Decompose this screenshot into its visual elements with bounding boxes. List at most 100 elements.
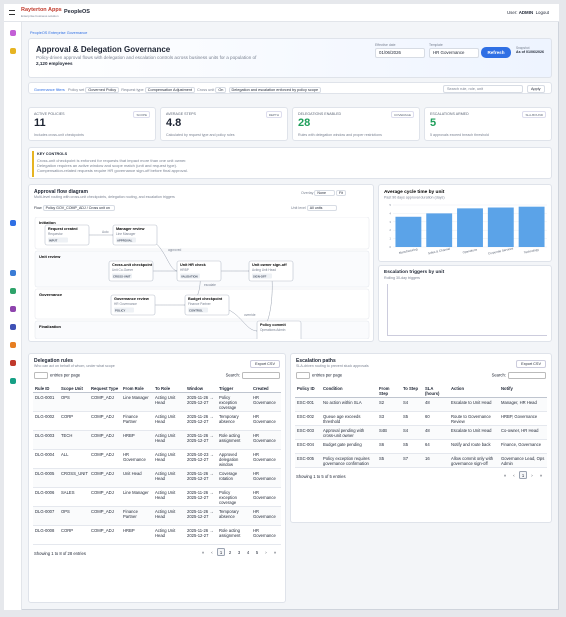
page-button[interactable]: 3 bbox=[237, 550, 241, 555]
row: DLG-0003 TECH COMP_ADJ HRBP Acting Unit Head… bbox=[33, 430, 281, 450]
export-button[interactable]: Export CSV bbox=[516, 360, 546, 368]
column-header[interactable]: Window bbox=[185, 384, 217, 393]
nav-icon[interactable] bbox=[10, 220, 16, 226]
column-header[interactable]: Request Type bbox=[89, 384, 121, 393]
template-select[interactable]: HR Governance bbox=[429, 48, 479, 58]
page-button[interactable]: 5 bbox=[255, 550, 259, 555]
chart-subtitle: Past 90 days approval duration (days) bbox=[384, 196, 445, 200]
kpi-card: AVERAGE STEPS DEPTH 4.8 Calculated by reque… bbox=[160, 107, 288, 141]
page-button[interactable]: 2 bbox=[228, 550, 232, 555]
node-tag-bg bbox=[112, 273, 132, 279]
column-header[interactable]: Action bbox=[449, 384, 499, 398]
thead: Policy ID Condition From Step To Step SLA (h… bbox=[295, 384, 547, 398]
cell: S5 bbox=[377, 453, 401, 468]
page-button[interactable]: 1 bbox=[217, 548, 225, 556]
page-button[interactable]: « bbox=[201, 550, 205, 555]
page-button[interactable]: » bbox=[273, 550, 277, 555]
cell: COMP_ADJ bbox=[89, 506, 121, 526]
page-button[interactable]: › bbox=[265, 550, 267, 555]
column-header[interactable]: Condition bbox=[321, 384, 377, 398]
nav-icon[interactable] bbox=[10, 48, 16, 54]
cell: S4B bbox=[377, 425, 401, 440]
nav-icon[interactable] bbox=[10, 378, 16, 384]
page-button[interactable]: » bbox=[539, 473, 543, 478]
kpi-tag: SLA-BOUND bbox=[522, 111, 546, 118]
policy-select[interactable]: Governed Policy bbox=[85, 86, 120, 93]
page-button[interactable]: 1 bbox=[519, 471, 527, 479]
node-tag: SIGN-OFF bbox=[253, 274, 267, 278]
search-input[interactable] bbox=[242, 372, 280, 379]
row: ESC-002 Queue age exceeds threshold S3 S5 60… bbox=[295, 411, 547, 426]
page-button[interactable]: 4 bbox=[246, 550, 250, 555]
nav-icon[interactable] bbox=[10, 306, 16, 312]
trigger-subtitle: Rolling 30-day triggers bbox=[384, 276, 420, 280]
cell: SALES bbox=[59, 487, 89, 507]
nav-icon[interactable] bbox=[10, 324, 16, 330]
apply-button[interactable]: Apply bbox=[527, 84, 545, 93]
tbody: DLG-0001 OPS COMP_ADJ Line Manager Acting Un… bbox=[33, 392, 281, 545]
cell: Co-owner, HR Head bbox=[499, 425, 547, 440]
cell: S5 bbox=[401, 411, 423, 426]
effective-input[interactable]: 01/06/2026 bbox=[375, 48, 425, 58]
logout[interactable]: Logout bbox=[535, 10, 549, 15]
kpi-tag: SCOPE bbox=[133, 111, 150, 118]
node-role: Acting Unit Head bbox=[252, 268, 276, 272]
node-tag-bg bbox=[48, 237, 68, 243]
filter-bar: Governance filters Policy set Governed P… bbox=[28, 82, 552, 94]
column-header[interactable]: From Step bbox=[377, 384, 401, 398]
bar bbox=[487, 207, 514, 247]
node-role: HRBP bbox=[180, 268, 189, 272]
cross-select[interactable]: On bbox=[215, 86, 227, 93]
cell: Unit Head bbox=[121, 468, 153, 488]
length-select[interactable] bbox=[34, 372, 48, 379]
refresh-button[interactable]: Refresh bbox=[481, 47, 511, 58]
page-button[interactable]: › bbox=[531, 473, 533, 478]
node-tag-bg bbox=[180, 273, 200, 279]
search-input[interactable] bbox=[508, 372, 546, 379]
flow-node bbox=[256, 320, 302, 339]
column-header[interactable]: Scope Unit bbox=[59, 384, 89, 393]
column-header[interactable]: Notify bbox=[499, 384, 547, 398]
cell: Temporary absence bbox=[217, 506, 251, 526]
node-tag: INPUT bbox=[49, 238, 58, 242]
column-header[interactable]: Created bbox=[251, 384, 281, 393]
export-button[interactable]: Export CSV bbox=[250, 360, 280, 368]
cell: Allow commit only with governance sign-o… bbox=[449, 453, 499, 468]
request-select[interactable]: Compensation Adjustment bbox=[144, 86, 196, 93]
delegation-card: Delegation rules Who can act on behalf of… bbox=[28, 353, 286, 603]
length-select[interactable] bbox=[296, 372, 310, 379]
column-header[interactable]: SLA (hours) bbox=[423, 384, 449, 398]
overlay-label: Overlay bbox=[301, 191, 314, 195]
flow-select[interactable]: Policy GOV_COMP_ADJ / Cross unit on bbox=[42, 205, 115, 211]
menu-icon[interactable] bbox=[9, 10, 15, 15]
cell: Acting Unit Head bbox=[153, 411, 185, 431]
overlay-select[interactable]: None bbox=[314, 190, 335, 196]
column-header[interactable]: From Role bbox=[121, 384, 153, 393]
column-header[interactable]: To Step bbox=[401, 384, 423, 398]
cell: 2025-11-26 → 2025-12-27 bbox=[185, 392, 217, 412]
page-button[interactable]: « bbox=[503, 473, 507, 478]
unit-select[interactable]: All units bbox=[306, 205, 338, 211]
column-header[interactable]: Trigger bbox=[217, 384, 251, 393]
column-header[interactable]: Rule ID bbox=[33, 384, 59, 393]
data-table: Policy ID Condition From Step To Step SLA (h… bbox=[295, 384, 547, 468]
nav-icon[interactable] bbox=[10, 360, 16, 366]
fit-button[interactable]: Fit bbox=[335, 190, 346, 196]
search-control: Search: bbox=[226, 372, 280, 379]
column-header[interactable]: To Role bbox=[153, 384, 185, 393]
cell: COMP_ADJ bbox=[89, 525, 121, 545]
nav-icon[interactable] bbox=[10, 30, 16, 36]
row: ESC-005 Policy exception requires governa… bbox=[295, 453, 547, 468]
node-title: Budget checkpoint bbox=[188, 297, 223, 301]
search-input[interactable]: Search rule, role, unit bbox=[443, 84, 523, 93]
page-button[interactable]: ‹ bbox=[513, 473, 515, 478]
node-role: HR Governance bbox=[114, 302, 137, 306]
node-role: Line Manager bbox=[116, 232, 136, 236]
nav-icon[interactable] bbox=[10, 342, 16, 348]
cell: Manager, HR Head bbox=[499, 397, 547, 412]
column-header[interactable]: Policy ID bbox=[295, 384, 321, 398]
node-tag: APPROVAL bbox=[117, 238, 133, 242]
nav-icon[interactable] bbox=[10, 270, 16, 276]
nav-icon[interactable] bbox=[10, 288, 16, 294]
page-button[interactable]: ‹ bbox=[211, 550, 213, 555]
